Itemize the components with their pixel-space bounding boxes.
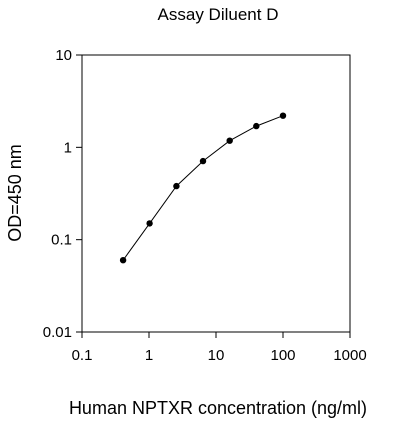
- data-point: [199, 157, 207, 165]
- data-point: [119, 257, 127, 264]
- data-point: [226, 137, 233, 144]
- series-line: [122, 115, 284, 261]
- y-axis: 0.01 0.1 1 10: [43, 47, 82, 341]
- data-point: [146, 220, 153, 227]
- plot-area: [81, 54, 351, 333]
- y-tick-label: 10: [55, 47, 72, 64]
- y-axis-title: OD=450 nm: [5, 144, 25, 242]
- data-point: [279, 112, 287, 119]
- chart-title: Assay Diluent D: [158, 5, 279, 24]
- y-tick-label: 0.01: [43, 324, 72, 341]
- x-tick-label: 1: [145, 347, 153, 364]
- x-tick-label: 1000: [333, 347, 366, 364]
- x-tick-label: 100: [270, 347, 295, 364]
- y-tick-label: 1: [64, 139, 72, 156]
- x-axis: 0.1 1 10 100 1000: [72, 332, 367, 364]
- x-axis-title: Human NPTXR concentration (ng/ml): [69, 398, 367, 418]
- series-points: [119, 112, 287, 264]
- data-point: [173, 182, 180, 190]
- y-tick-label: 0.1: [51, 232, 72, 249]
- x-tick-label: 0.1: [72, 347, 93, 364]
- data-point: [253, 122, 260, 130]
- x-tick-label: 10: [208, 347, 225, 364]
